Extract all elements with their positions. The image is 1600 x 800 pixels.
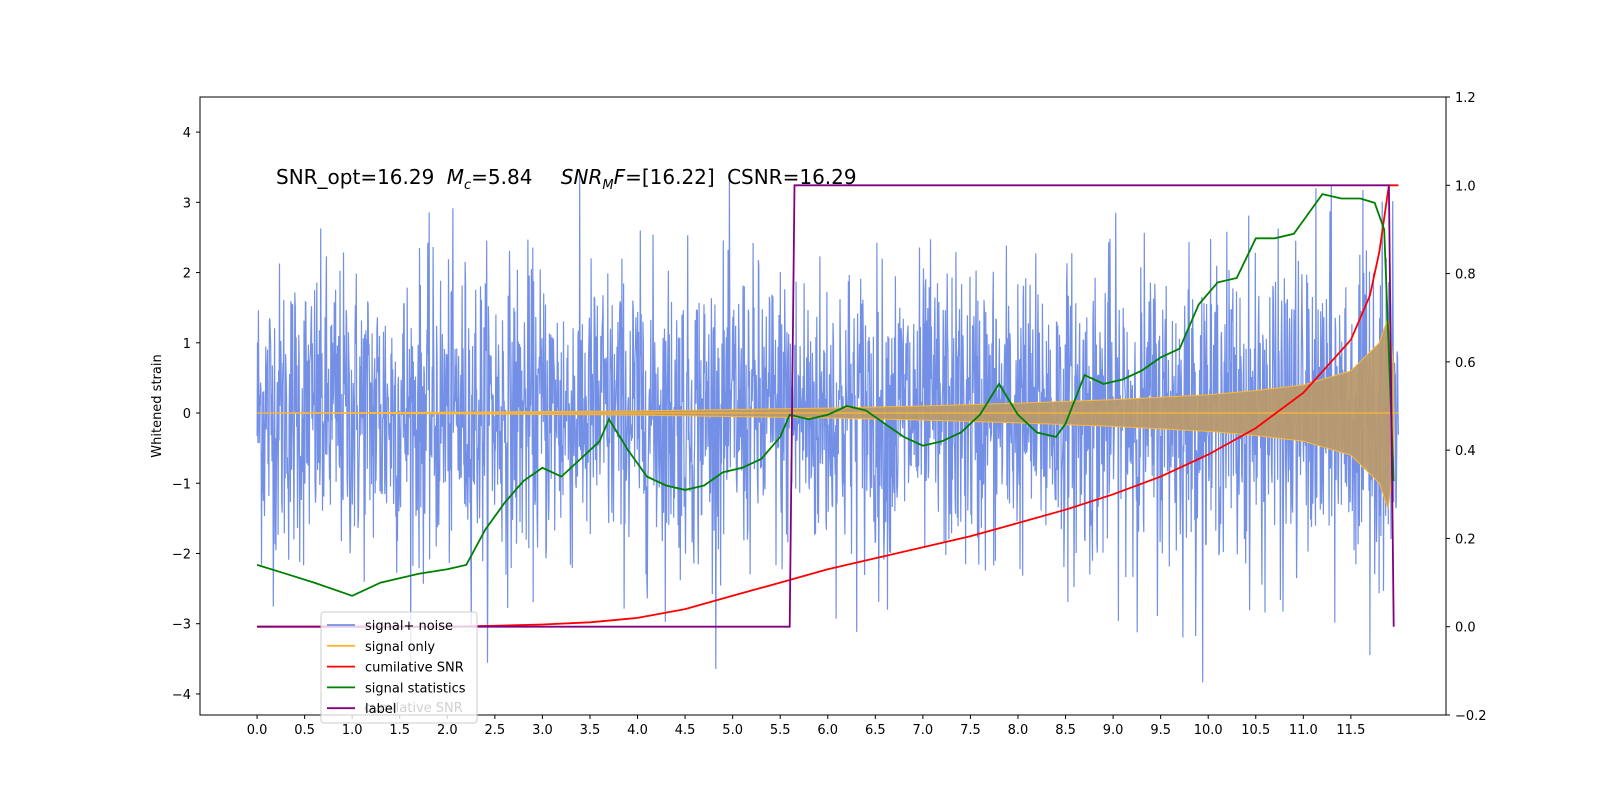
signal-noise-line: [256, 172, 1399, 683]
x-tick-label: 1.0: [342, 723, 363, 738]
legend-ghost-text: cumilative SNR: [364, 701, 463, 716]
y-tick-label: −4: [172, 688, 191, 703]
annotation-snrmf-value: =[16.22]: [625, 165, 715, 189]
x-tick-label: 2.5: [485, 723, 506, 738]
plot-frame: [199, 96, 1447, 716]
x-tick-label: 9.0: [1103, 723, 1124, 738]
y2-tick-label: 1.2: [1455, 91, 1476, 106]
y-axis-label: Whitened strain: [150, 354, 165, 457]
y-tick-label: 2: [183, 267, 191, 282]
annotation-snrmf-symbol: SNR: [561, 165, 603, 189]
x-tick-label: 6.0: [817, 723, 838, 738]
x-tick-label: 0.5: [294, 723, 315, 738]
annotation-csnr: CSNR=16.29: [727, 165, 857, 189]
x-tick-label: 3.5: [580, 723, 601, 738]
y2-tick-label: 1.0: [1455, 179, 1476, 194]
x-tick-label: 7.0: [913, 723, 934, 738]
annotation-mc-value: =5.84: [471, 165, 532, 189]
series-signal-only: [257, 317, 1399, 509]
x-tick-label: 5.5: [770, 723, 791, 738]
y-tick-label: 3: [183, 196, 191, 211]
annotation-snr-opt: SNR_opt=16.29: [276, 165, 434, 189]
y-tick-label: −2: [172, 547, 191, 562]
annotation-mc-symbol: M: [447, 165, 464, 189]
annotation-text: SNR_opt=16.29 Mc=5.84 SNRMF=[16.22] CSNR…: [276, 165, 857, 193]
legend-item-signal-only: signal only: [327, 640, 435, 655]
label-line: [257, 184, 1395, 628]
annotation-snrmf-sub: M: [602, 178, 613, 193]
x-axis: 0.0 0.5 1.0 1.5 2.0 2.5 3.0 3.5 4.0 4.5 5.0 5.5 6.0 6…: [247, 715, 1365, 738]
legend-item-cumulative-snr: cumilative SNR: [327, 661, 464, 676]
x-tick-label: 9.5: [1150, 723, 1171, 738]
y-tick-label: −3: [172, 618, 191, 633]
x-tick-label: 1.5: [389, 723, 410, 738]
legend-box: [320, 611, 478, 724]
legend-item-signal-noise: signal+ noise: [327, 619, 453, 634]
x-tick-label: 8.5: [1055, 723, 1076, 738]
x-tick-label: 0.0: [247, 723, 268, 738]
cumulative-snr-line: [257, 184, 1399, 628]
annotation-mc-sub: c: [464, 178, 471, 193]
legend-label: signal+ noise: [365, 619, 453, 634]
y-tick-label: 1: [183, 337, 191, 352]
x-tick-label: 5.0: [722, 723, 743, 738]
y2-tick-label: 0.8: [1455, 268, 1476, 283]
legend-label: cumilative SNR: [365, 661, 464, 676]
x-tick-label: 11.0: [1289, 723, 1318, 738]
x-tick-label: 4.5: [675, 723, 696, 738]
legend-label: label: [365, 702, 396, 717]
legend-label: signal statistics: [365, 681, 466, 696]
x-tick-label: 2.0: [437, 723, 458, 738]
y2-tick-label: 0.4: [1455, 444, 1476, 459]
legend: cumilative SNR signal+ noise signal only c…: [320, 611, 478, 724]
y-axis-left: −4 −3 −2 −1 0 1 2 3 4: [172, 126, 200, 703]
y2-tick-label: 0.6: [1455, 356, 1476, 371]
x-tick-label: 3.0: [532, 723, 553, 738]
x-tick-label: 11.5: [1336, 723, 1365, 738]
x-tick-label: 8.0: [1008, 723, 1029, 738]
y-tick-label: −1: [172, 477, 191, 492]
legend-label: signal only: [365, 640, 435, 655]
y2-tick-label: −0.2: [1455, 709, 1487, 724]
x-tick-label: 10.0: [1194, 723, 1223, 738]
y-axis-right: −0.2 0.0 0.2 0.4 0.6 0.8 1.0 1.2: [1446, 91, 1487, 724]
series-signal-noise: [256, 172, 1399, 683]
annotation-snrmf-f: F: [614, 165, 626, 189]
x-tick-label: 10.5: [1241, 723, 1270, 738]
x-tick-label: 6.5: [865, 723, 886, 738]
x-tick-label: 7.5: [960, 723, 981, 738]
legend-item-signal-statistics: signal statistics: [327, 681, 466, 696]
y-tick-label: 0: [183, 407, 191, 422]
y-tick-label: 4: [183, 126, 191, 141]
signal-statistics-line: [256, 193, 1395, 597]
y2-tick-label: 0.2: [1455, 532, 1476, 547]
x-tick-label: 4.0: [627, 723, 648, 738]
y2-tick-label: 0.0: [1455, 621, 1476, 636]
legend-item-label: label: [327, 702, 396, 717]
